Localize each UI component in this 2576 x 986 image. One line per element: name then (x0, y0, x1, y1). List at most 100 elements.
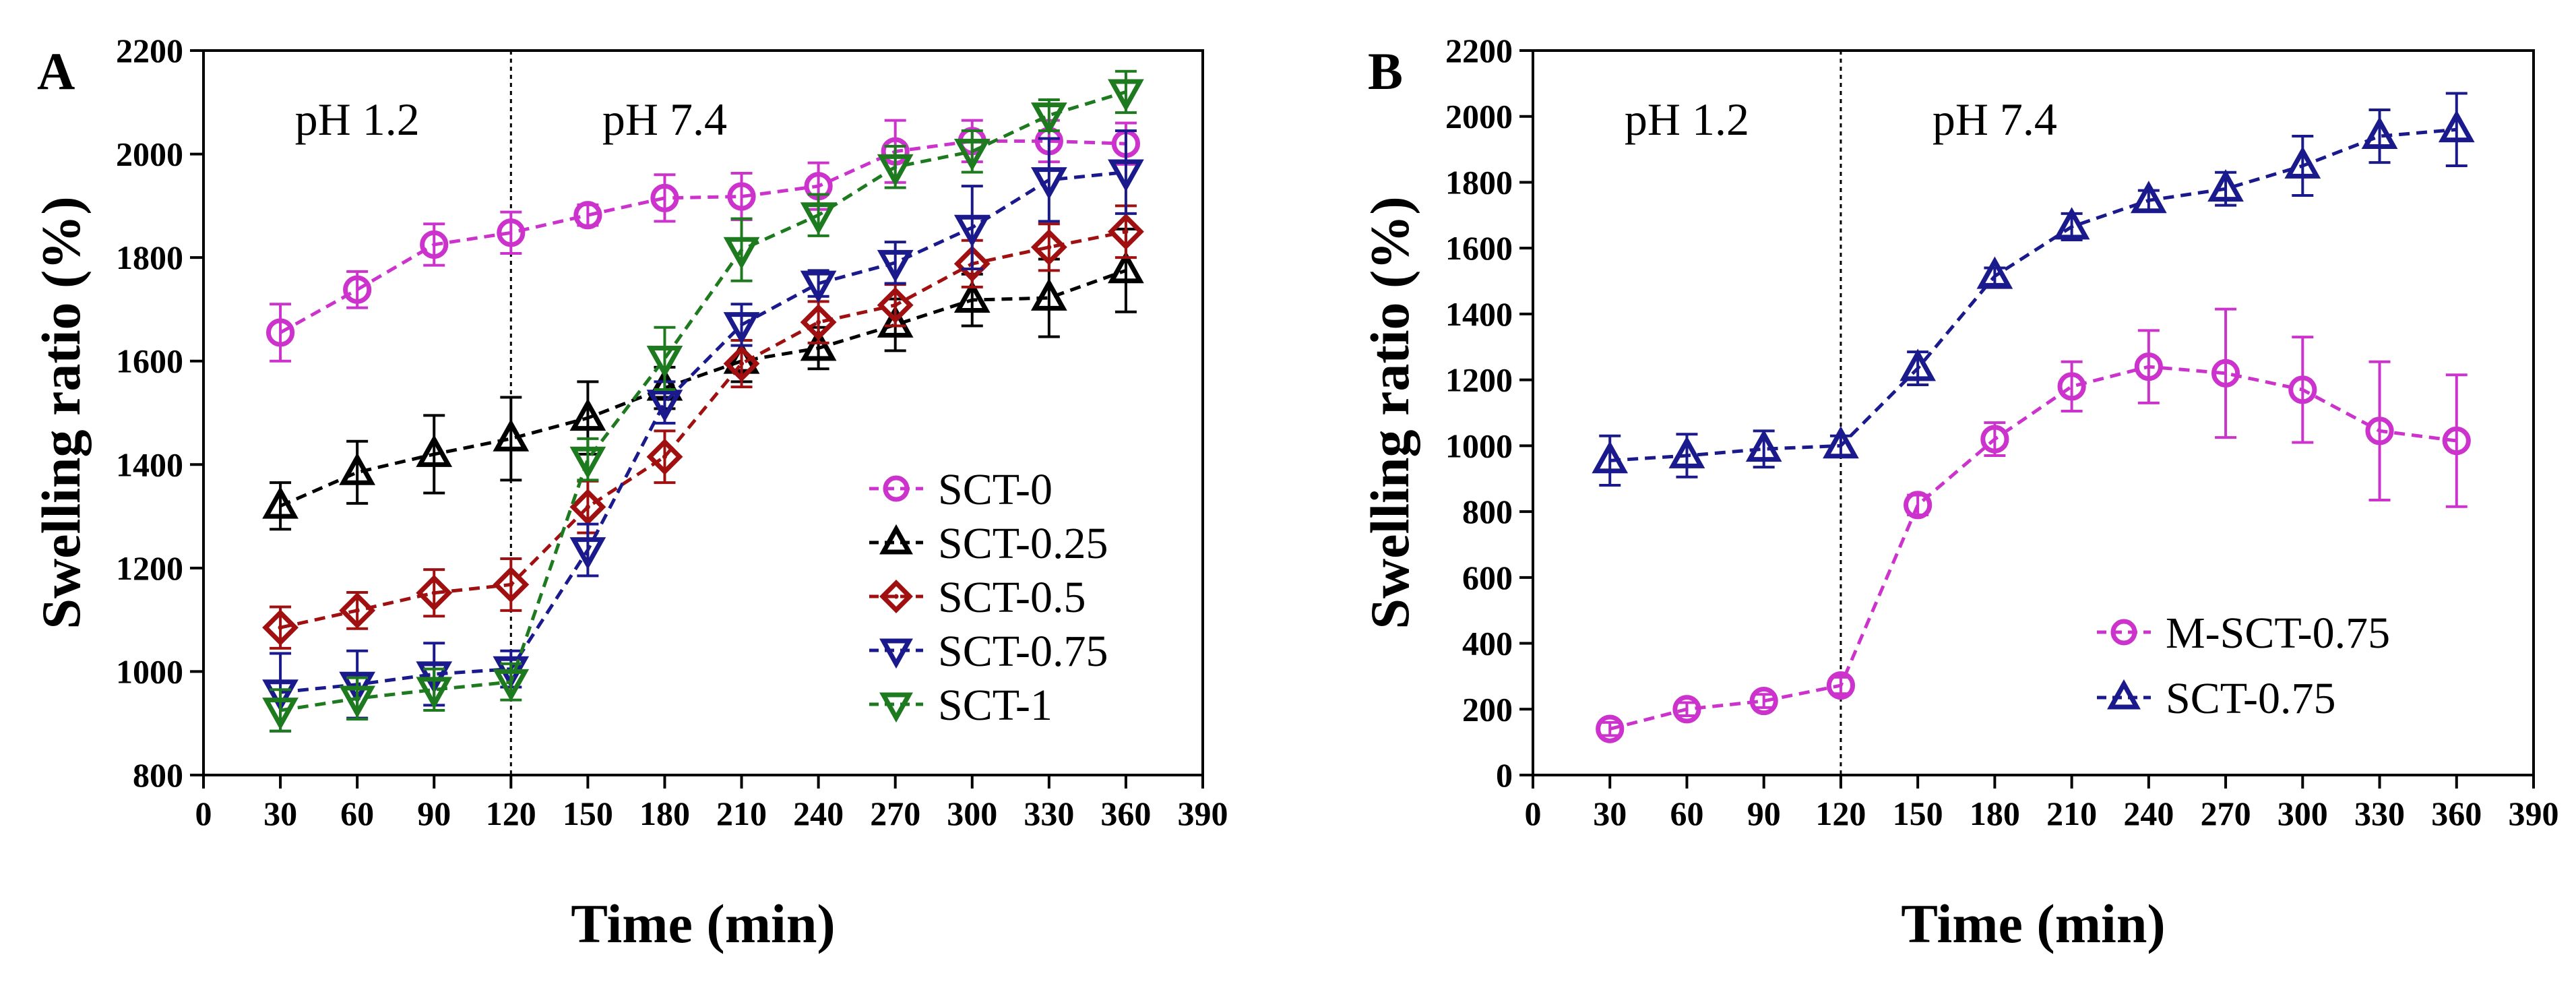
data-point (1899, 348, 1937, 381)
data-point-center (1123, 229, 1129, 235)
y-tick-label: 200 (1462, 690, 1513, 728)
y-tick-label: 1200 (1445, 361, 1513, 399)
x-tick-label: 60 (1670, 795, 1703, 832)
series-line (1610, 127, 2457, 462)
data-point (416, 574, 453, 611)
data-point (877, 249, 914, 282)
data-point (1823, 426, 1859, 459)
data-point (2057, 372, 2086, 401)
plot-frame (1532, 49, 2535, 776)
data-point (2207, 169, 2244, 202)
x-tick-label: 30 (263, 795, 297, 832)
data-point (1745, 429, 1782, 462)
series-sct-1: SCT-1 (262, 69, 1144, 733)
y-axis-title: Swelling ratio (%) (1359, 196, 1420, 629)
data-point (650, 183, 679, 212)
x-tick-label: 300 (2277, 795, 2328, 832)
x-tick-label: 390 (1178, 795, 1228, 832)
data-point (1976, 256, 2013, 289)
data-point (2365, 417, 2394, 445)
chart-panel-b: 0 30 60 90 120 150 180 210 240 270 300 330 360 390 0 20… (1359, 32, 2559, 954)
data-point (953, 138, 991, 171)
series-sct-0: SCT-0 (265, 119, 1141, 514)
data-point (262, 698, 299, 731)
data-point (416, 434, 453, 467)
data-point (420, 230, 449, 259)
y-tick-label: 0 (1496, 756, 1513, 794)
data-point (723, 312, 760, 345)
data-point (493, 669, 530, 702)
x-tick-label: 180 (639, 795, 690, 832)
y-tick-label: 1800 (116, 239, 183, 276)
data-point (646, 345, 683, 379)
series-sct-0-5: SCT-0.5 (262, 204, 1144, 650)
legend-label: M-SCT-0.75 (2166, 609, 2390, 658)
series-line (280, 90, 1127, 712)
y-tick-label: 1600 (116, 342, 183, 380)
legend-label: SCT-1 (938, 681, 1053, 730)
x-tick-label: 30 (1593, 795, 1627, 832)
panel-letter: A (37, 42, 75, 100)
legend-label: SCT-0.5 (938, 573, 1086, 622)
data-point (2284, 146, 2321, 179)
data-point (1030, 167, 1067, 200)
x-tick-label: 180 (1970, 795, 2020, 832)
x-tick-label: 90 (417, 795, 451, 832)
x-tick-label: 210 (2046, 795, 2097, 832)
legend-marker (879, 692, 913, 723)
y-axis-title: Swelling ratio (%) (30, 196, 92, 629)
data-point (877, 154, 914, 187)
data-point (1596, 714, 1625, 743)
x-tick-label: 210 (716, 795, 767, 832)
data-point (723, 237, 760, 270)
data-point-center (354, 608, 360, 613)
data-point (1108, 79, 1144, 112)
legend-marker (879, 524, 913, 555)
x-tick-label: 330 (1024, 795, 1074, 832)
x-tick-label: 90 (1747, 795, 1781, 832)
data-point (1672, 695, 1701, 724)
ph-acid-label: pH 1.2 (1625, 94, 1749, 145)
x-tick-label: 330 (2354, 795, 2405, 832)
data-point (877, 286, 914, 323)
series-sct-0-75: SCT-0.75 (1592, 92, 2475, 723)
legend-label: SCT-0.25 (938, 519, 1108, 568)
data-point (339, 685, 376, 718)
y-tick-label: 2200 (1445, 32, 1513, 69)
ph-neutral-label: pH 7.4 (1933, 94, 2057, 145)
data-point (1749, 686, 1778, 716)
data-point (265, 318, 295, 347)
data-point (1030, 102, 1067, 135)
x-tick-label: 240 (793, 795, 844, 832)
data-point (2211, 359, 2240, 388)
y-tick-label: 2200 (116, 32, 183, 69)
data-point (569, 489, 606, 526)
data-point (2134, 352, 2163, 381)
legend-label: SCT-0.75 (2166, 674, 2335, 723)
data-point-center (662, 454, 667, 460)
data-point (2130, 181, 2167, 214)
series-line (279, 139, 1127, 334)
data-point (727, 182, 756, 211)
data-point (877, 305, 914, 338)
panel-letter: B (1368, 42, 1403, 100)
data-point (953, 245, 991, 282)
x-tick-label: 150 (563, 795, 613, 832)
ph-neutral-label: pH 7.4 (602, 94, 727, 145)
y-tick-label: 1000 (1445, 427, 1513, 464)
data-point (2438, 110, 2475, 143)
data-point (339, 452, 376, 485)
data-point (723, 345, 760, 382)
y-tick-label: 1600 (1445, 229, 1513, 267)
data-point (800, 270, 837, 303)
data-point-center (893, 303, 898, 308)
data-point (339, 592, 376, 629)
y-tick-label: 600 (1462, 559, 1513, 596)
legend-marker (883, 475, 910, 502)
x-axis-title: Time (min) (1901, 893, 2166, 954)
x-tick-label: 0 (1525, 795, 1542, 832)
data-point (1030, 278, 1067, 311)
data-point (1108, 159, 1144, 192)
data-point-center (431, 590, 437, 596)
data-point (1904, 491, 1933, 520)
